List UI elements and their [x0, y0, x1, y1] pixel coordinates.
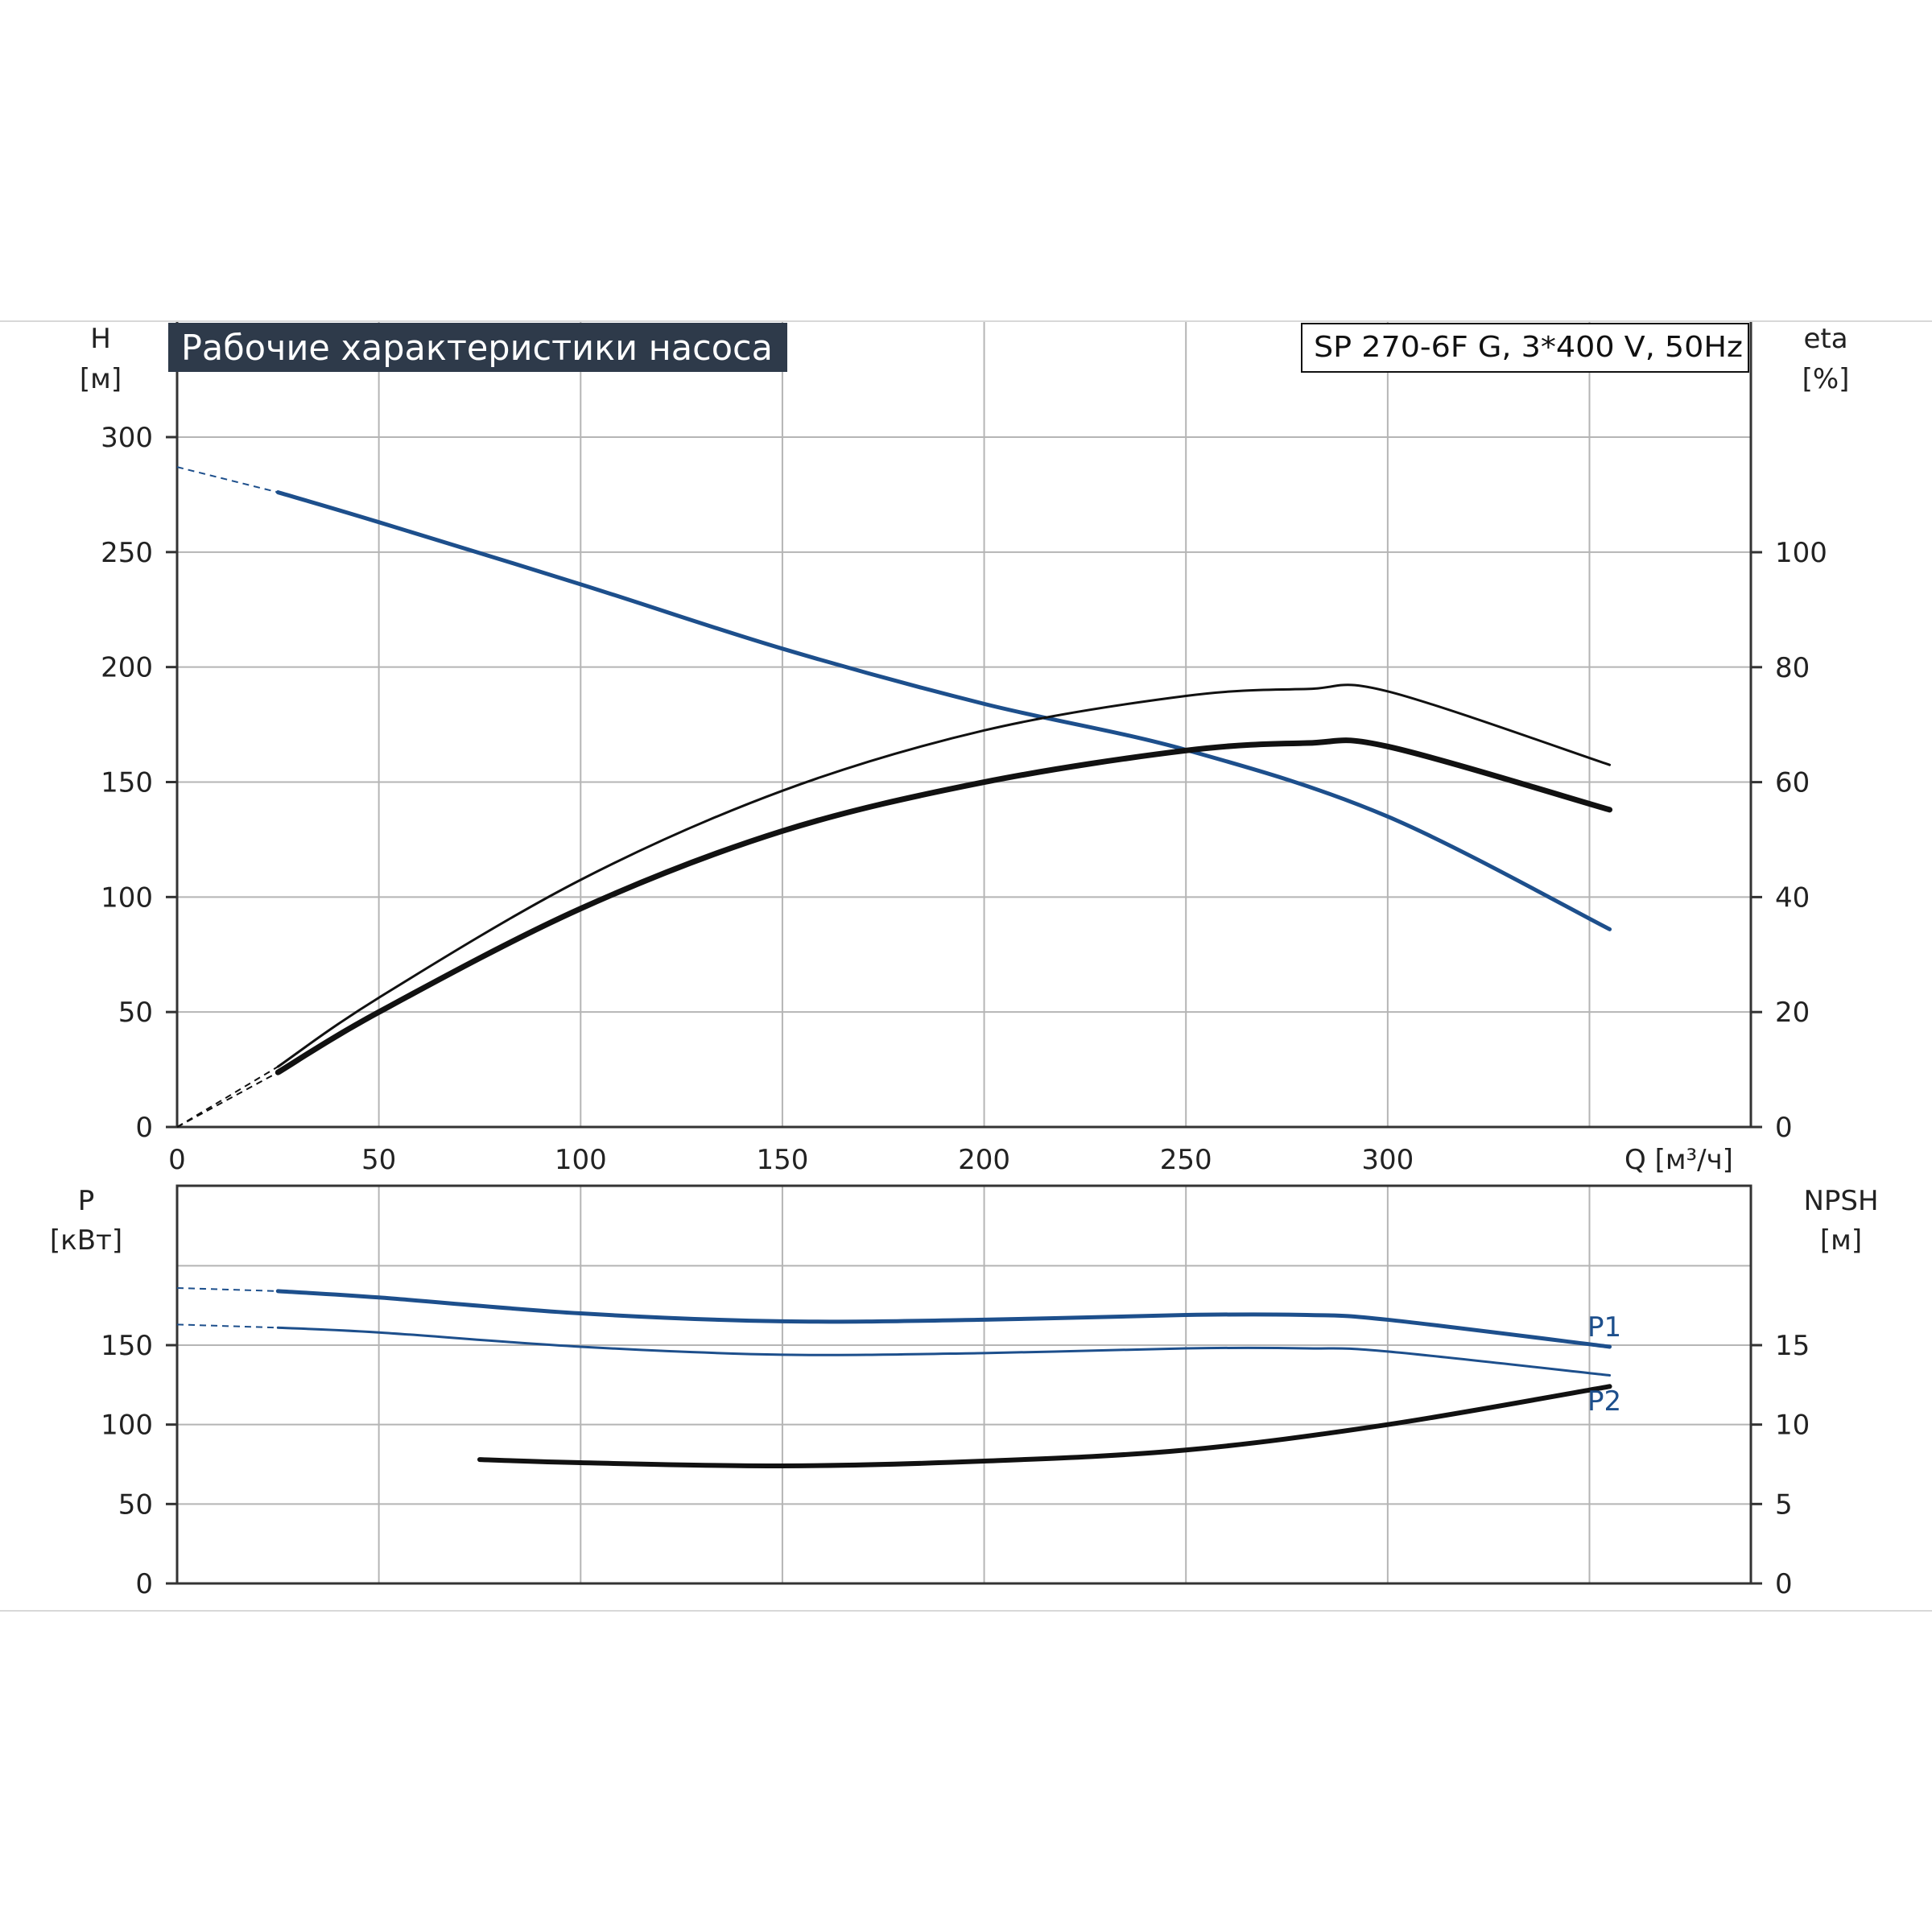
series-line-1: [276, 1326, 1612, 1377]
x-tick-label: 150: [756, 1144, 808, 1176]
series-line-0: [275, 1289, 1612, 1349]
tick-label: 0: [135, 1568, 153, 1600]
top-grid: [177, 322, 1751, 1127]
tick-label: 10: [1775, 1410, 1810, 1442]
chart-title: Рабочие характеристики насоса: [168, 323, 787, 372]
x-tick-label: 200: [958, 1144, 1010, 1176]
series-label-p2: P2: [1587, 1385, 1621, 1418]
tick-label: 0: [135, 1112, 153, 1144]
tick-label: 200: [101, 652, 153, 684]
q-axis-label: Q [м³/ч]: [1624, 1144, 1733, 1176]
tick-label: 100: [1775, 537, 1827, 569]
top-axes: [175, 322, 1752, 1129]
tick-label: 0: [1775, 1112, 1793, 1144]
tick-label: 80: [1775, 652, 1810, 684]
series-line-0: [275, 490, 1612, 931]
tick-label: 15: [1775, 1330, 1810, 1362]
model-box: SP 270-6F G, 3*400 V, 50Hz: [1301, 323, 1749, 373]
x-tick-label: 250: [1160, 1144, 1212, 1176]
h-axis-label: H: [90, 323, 111, 355]
bottom-left-ticks: 0 50 100 150: [101, 1330, 177, 1600]
series-label-p1: P1: [1587, 1311, 1621, 1344]
x-tick-label: 0: [168, 1144, 186, 1176]
p-axis-label: P: [78, 1185, 95, 1217]
bottom-series: [176, 1286, 1612, 1468]
tick-label: 60: [1775, 767, 1810, 799]
bottom-right-ticks: 0 5 10 15: [1751, 1330, 1810, 1600]
series-extension-dashed: [176, 1286, 279, 1292]
tick-label: 20: [1775, 997, 1810, 1029]
series-line-1: [276, 683, 1612, 1068]
bottom-grid: [177, 1186, 1751, 1583]
tick-label: 100: [101, 881, 153, 914]
tick-label: 100: [101, 1410, 153, 1442]
series-extension-dashed: [176, 466, 279, 493]
bottom-axes: [175, 1184, 1752, 1585]
eta-axis-unit: [%]: [1802, 363, 1850, 395]
tick-label: 300: [101, 422, 153, 454]
tick-label: 150: [101, 1330, 153, 1362]
npsh-axis-label: NPSH: [1803, 1185, 1878, 1217]
x-tick-label: 300: [1361, 1144, 1414, 1176]
top-left-ticks: 0 50 100 150 200 250 300: [101, 422, 177, 1144]
chart-title-text: Рабочие характеристики насоса: [181, 328, 773, 369]
model-text: SP 270-6F G, 3*400 V, 50Hz: [1314, 331, 1743, 364]
p-axis-unit: [кВт]: [50, 1224, 122, 1257]
h-axis-unit: [м]: [80, 363, 122, 395]
top-right-ticks: 0 20 40 60 80 100: [1751, 537, 1827, 1144]
x-axis-ticks: 0 50 100 150 200 250 300: [168, 1144, 1414, 1176]
series-line-2: [477, 1384, 1612, 1468]
series-extension-dashed: [176, 1066, 279, 1128]
eta-axis-label: eta: [1803, 323, 1847, 355]
x-tick-label: 100: [555, 1144, 607, 1176]
tick-label: 50: [118, 1488, 153, 1521]
npsh-axis-unit: [м]: [1820, 1224, 1862, 1257]
series-extension-dashed: [176, 1323, 279, 1329]
series-extension-dashed: [176, 1071, 279, 1128]
tick-label: 150: [101, 767, 153, 799]
tick-label: 0: [1775, 1568, 1793, 1600]
x-tick-label: 50: [361, 1144, 396, 1176]
top-series: [176, 466, 1613, 1128]
tick-label: 5: [1775, 1488, 1793, 1521]
tick-label: 50: [118, 997, 153, 1029]
tick-label: 250: [101, 537, 153, 569]
series-line-2: [275, 737, 1613, 1075]
tick-label: 40: [1775, 881, 1810, 914]
